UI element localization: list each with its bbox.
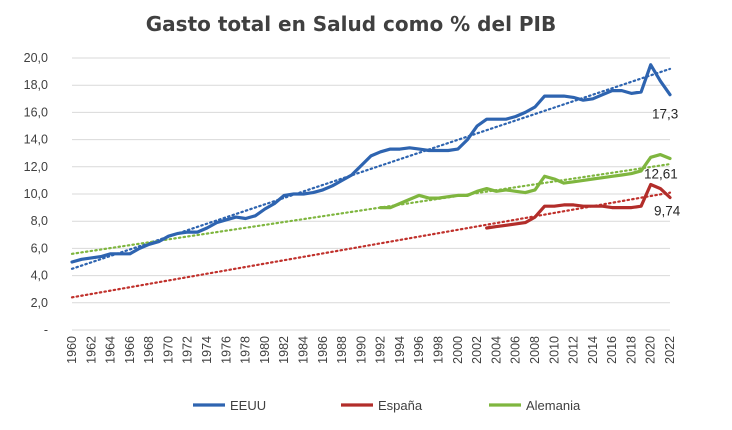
x-tick-label: 2000: [451, 336, 465, 364]
x-tick-label: 1976: [219, 336, 233, 364]
series-line-eeuu: [70, 63, 672, 264]
data-label-espana: 9,74: [654, 204, 681, 219]
x-tick-label: 2006: [509, 336, 523, 364]
x-tick-label: 1968: [142, 336, 156, 364]
x-tick-label: 1986: [316, 336, 330, 364]
data-label-alemania: 12,61: [644, 167, 678, 182]
x-tick-label: 1992: [374, 336, 388, 364]
x-tick-label: 1996: [412, 336, 426, 364]
x-tick-label: 1998: [432, 336, 446, 364]
y-tick-label: 6,0: [31, 241, 48, 255]
x-tick-label: 2010: [547, 336, 561, 364]
y-tick-label: 2,0: [31, 296, 48, 310]
x-tick-label: 1982: [277, 336, 291, 364]
x-tick-label: 1978: [239, 336, 253, 364]
x-tick-label: 2008: [528, 336, 542, 364]
x-tick-label: 1988: [335, 336, 349, 364]
x-tick-label: 2012: [567, 336, 581, 364]
x-tick-label: 1984: [296, 336, 310, 364]
x-tick-label: 1974: [200, 336, 214, 364]
y-tick-label: 8,0: [31, 214, 48, 228]
x-tick-label: 2018: [624, 336, 638, 364]
y-tick-label: 4,0: [31, 269, 48, 283]
x-tick-label: 2016: [605, 336, 619, 364]
x-tick-label: 1966: [123, 336, 137, 364]
legend-label-alemania: Alemania: [526, 398, 581, 413]
chart-title: Gasto total en Salud como % del PIB: [146, 12, 556, 36]
legend-item-eeuu: EEUU: [193, 398, 266, 413]
y-tick-label: 14,0: [24, 133, 48, 147]
series-line-alemania: [379, 153, 672, 210]
legend-label-eeuu: EEUU: [230, 398, 266, 413]
x-tick-label: 2002: [470, 336, 484, 364]
y-tick-label: 20,0: [24, 51, 48, 65]
y-axis-ticks: - 2,0 4,0 6,0 8,0 10,0 12,0 14,0 16,0 18,0 20,0: [24, 51, 48, 337]
y-tick-label: -: [44, 323, 48, 337]
x-tick-label: 1964: [104, 336, 118, 364]
trendlines: [70, 67, 672, 299]
series-line-espana: [485, 182, 672, 230]
series-lines: [70, 63, 672, 264]
y-tick-label: 12,0: [24, 160, 48, 174]
x-tick-label: 2020: [644, 336, 658, 364]
legend-item-alemania: Alemania: [489, 398, 581, 413]
legend-label-espana: España: [378, 398, 423, 413]
x-tick-label: 1994: [393, 336, 407, 364]
legend: EEUU España Alemania: [193, 398, 581, 413]
x-tick-label: 1962: [84, 336, 98, 364]
data-labels: 17,3 9,74 12,61: [644, 107, 681, 219]
y-tick-label: 16,0: [24, 105, 48, 119]
y-tick-label: 18,0: [24, 78, 48, 92]
x-tick-label: 1990: [354, 336, 368, 364]
trendline-alemania: [70, 162, 672, 255]
x-tick-label: 1980: [258, 336, 272, 364]
x-axis-ticks: 1960 1962 1964 1966 1968 1970 1972 1974 1976 1978…: [65, 336, 677, 364]
y-tick-label: 10,0: [24, 187, 48, 201]
x-tick-label: 2022: [663, 336, 677, 364]
gridlines: [72, 57, 670, 331]
x-tick-label: 2014: [586, 336, 600, 364]
trendline-espana: [70, 191, 672, 299]
x-tick-label: 1972: [181, 336, 195, 364]
legend-item-espana: España: [341, 398, 423, 413]
data-label-eeuu: 17,3: [652, 107, 678, 122]
x-tick-label: 1970: [161, 336, 175, 364]
x-tick-label: 1960: [65, 336, 79, 364]
x-tick-label: 2004: [489, 336, 503, 364]
